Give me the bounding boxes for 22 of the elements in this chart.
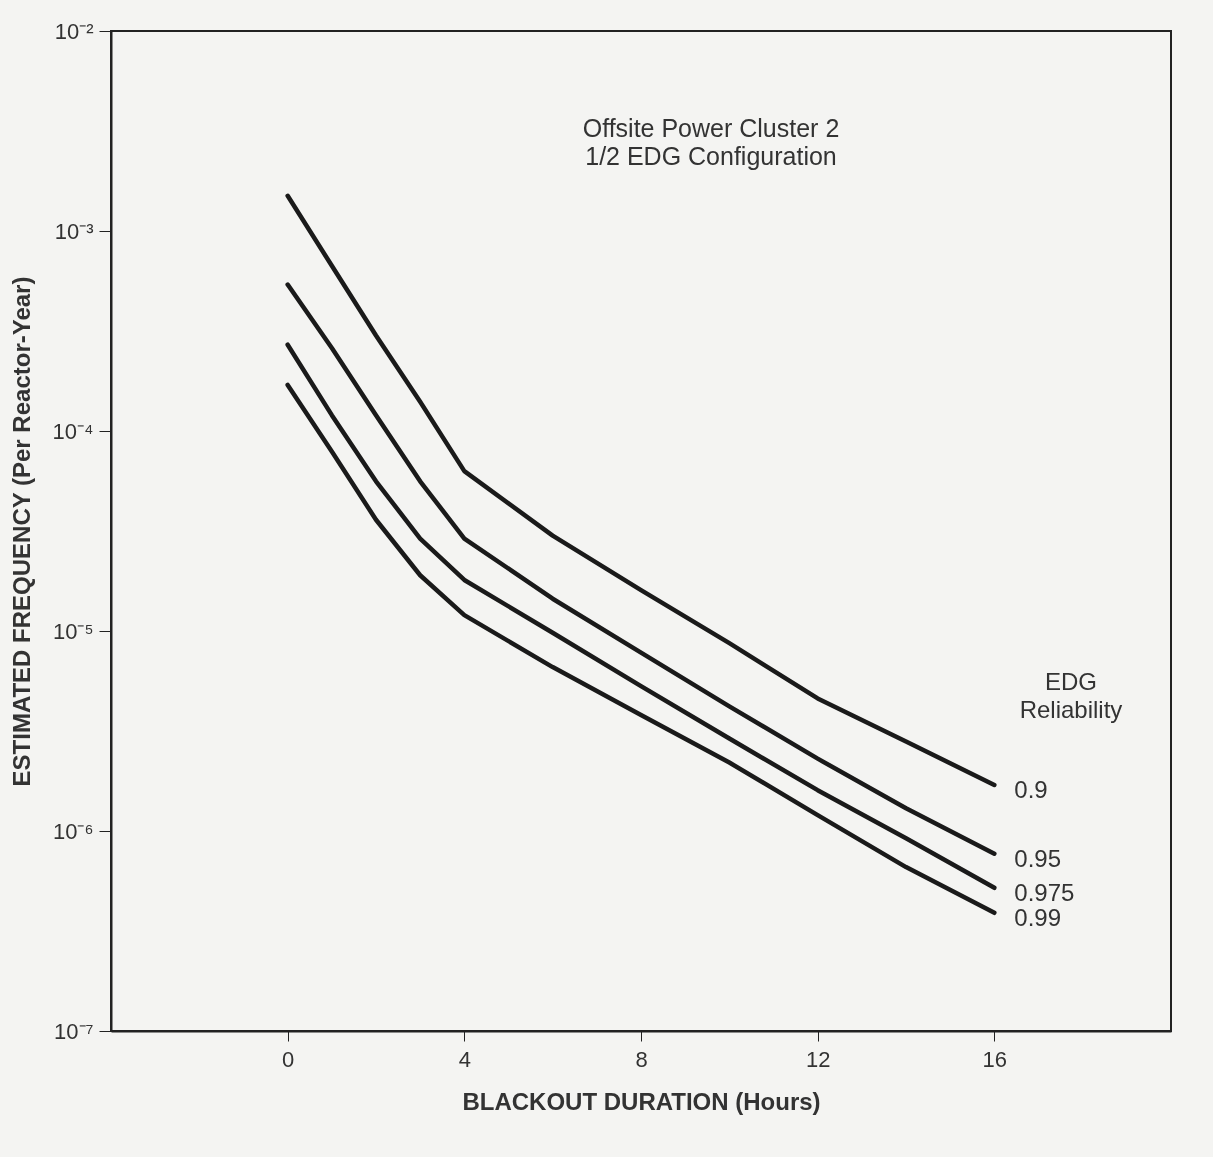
- x-tick-label: 8: [635, 1046, 648, 1072]
- series-label: 0.9: [1014, 775, 1048, 803]
- y-tick-label: 10⁻²: [54, 18, 94, 44]
- text: 1/2 EDG Configuration: [585, 142, 837, 170]
- legend-title: EDG Reliability: [1019, 668, 1123, 723]
- y-tick-label: 10⁻⁴: [52, 418, 94, 444]
- y-tick-label: 10⁻³: [54, 218, 94, 244]
- series-label: 0.99: [1014, 903, 1062, 931]
- x-tick-label: 0: [282, 1046, 295, 1072]
- y-tick-label: 10⁻⁷: [54, 1018, 94, 1044]
- text: Offsite Power Cluster 2: [582, 114, 840, 142]
- series-label: 0.95: [1014, 844, 1062, 872]
- y-axis-title: ESTIMATED FREQUENCY (Per Reactor-Year): [7, 276, 35, 787]
- x-axis-title: BLACKOUT DURATION (Hours): [462, 1087, 821, 1115]
- line-series: [285, 193, 997, 788]
- x-tick-label: 12: [805, 1046, 831, 1072]
- series-label: 0.975: [1014, 878, 1075, 906]
- line-series: [285, 282, 997, 856]
- x-tick-label: 4: [458, 1046, 471, 1072]
- y-tick-label: 10⁻⁶: [52, 818, 94, 844]
- x-tick-label: 16: [982, 1046, 1008, 1072]
- y-tick-label: 10⁻⁵: [52, 618, 94, 644]
